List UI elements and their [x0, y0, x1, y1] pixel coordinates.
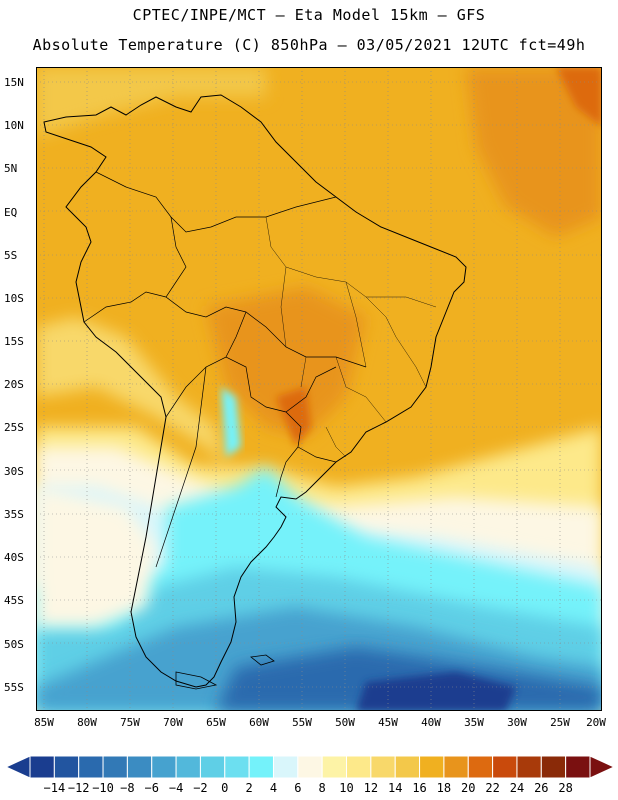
field-s-deep-blue [356, 672, 516, 711]
lat-label: 10N [4, 119, 24, 132]
colorbar-tick-label: −2 [193, 781, 208, 795]
colorbar-tick-label: 4 [269, 781, 278, 795]
lat-label: 5N [4, 162, 18, 175]
colorbar-tick-label: −14 [43, 781, 66, 795]
colorbar-tick-label: −8 [120, 781, 135, 795]
lon-label: 35W [464, 716, 484, 729]
field-ne-hot [556, 67, 602, 127]
colorbar [6, 755, 614, 779]
colorbar-tick-label: −4 [168, 781, 184, 795]
lon-label: 30W [507, 716, 527, 729]
colorbar-tick-label: 2 [245, 781, 253, 795]
lon-label: 45W [378, 716, 398, 729]
lon-label: 60W [249, 716, 269, 729]
colorbar-swatch [175, 755, 201, 779]
lon-label: 20W [586, 716, 606, 729]
field-interior-warm [206, 287, 366, 437]
lat-label: 20S [4, 378, 24, 391]
lon-label: 40W [421, 716, 441, 729]
lat-label: 45S [4, 594, 24, 607]
colorbar-swatch [297, 755, 323, 779]
colorbar-swatch [53, 755, 80, 779]
field-ne-warm [466, 67, 602, 237]
colorbar-tick-label: −12 [67, 781, 90, 795]
colorbar-tick-label: 8 [318, 781, 326, 795]
lon-label: 70W [163, 716, 183, 729]
colorbar-tick-label: 28 [558, 781, 573, 795]
colorbar-swatch [540, 755, 567, 779]
lat-label: 40S [4, 551, 24, 564]
colorbar-swatch [394, 755, 421, 779]
graticule [36, 67, 602, 711]
colorbar-swatch [102, 755, 128, 779]
colorbar-swatch [272, 755, 299, 779]
colorbar-tick-label: 6 [294, 781, 302, 795]
colorbar-tick-label: −10 [92, 781, 114, 795]
lon-label: 25W [550, 716, 570, 729]
field-andes-cold [221, 387, 241, 457]
field-andes-pale [36, 317, 226, 467]
lat-label: 5S [4, 249, 18, 262]
state-borders [265, 216, 437, 458]
temperature-map [36, 67, 602, 711]
lat-label: 10S [4, 292, 24, 305]
colorbar-swatch [78, 755, 104, 779]
lat-label: 50S [4, 638, 24, 651]
colorbar-tick-label: 16 [412, 781, 427, 795]
colorbar-tick-label: 10 [339, 781, 354, 795]
lon-label: 55W [292, 716, 312, 729]
lat-label: 25S [4, 421, 24, 434]
lat-label: 15N [4, 76, 24, 89]
colorbar-tick-label: 12 [363, 781, 379, 795]
colorbar-swatch [346, 755, 372, 779]
colorbar-tick-label: 18 [436, 781, 452, 795]
colorbar-swatch [151, 755, 177, 779]
lon-label: 50W [335, 716, 355, 729]
colorbar-swatch [565, 755, 591, 779]
colorbar-arrow-right [589, 755, 614, 779]
colorbar-swatch [516, 755, 542, 779]
colorbar-tick-label: 0 [221, 781, 229, 795]
colorbar-swatch [492, 755, 518, 779]
field-nw-pale [36, 67, 266, 137]
colorbar-arrow-left [6, 755, 31, 779]
map-frame [36, 67, 602, 711]
south-america-coastline [43, 94, 467, 688]
colorbar-tick-label: 20 [461, 781, 476, 795]
falkland-islands [250, 654, 275, 666]
lon-label: 75W [120, 716, 140, 729]
title-line-1: CPTEC/INPE/MCT – Eta Model 15km – GFS [132, 6, 486, 24]
lat-label: 15S [4, 335, 24, 348]
lat-label: 30S [4, 465, 24, 478]
country-borders [83, 171, 367, 568]
colorbar-tick-label: 24 [509, 781, 525, 795]
colorbar-tick-label: 14 [387, 781, 403, 795]
tierra-del-fuego [175, 671, 218, 690]
colorbar-tick-label: −6 [144, 781, 159, 795]
colorbar-swatch [443, 755, 469, 779]
colorbar-swatch [248, 755, 274, 779]
colorbar-swatch [29, 755, 55, 779]
lon-label: 65W [206, 716, 226, 729]
colorbar-swatch [224, 755, 250, 779]
title-line-2: Absolute Temperature (C) 850hPa – 03/05/… [32, 36, 586, 54]
lat-label: EQ [4, 206, 18, 219]
colorbar-tick-label: 26 [534, 781, 549, 795]
lat-label: 55S [4, 681, 24, 694]
colorbar-swatch [321, 755, 348, 779]
colorbar-swatch [419, 755, 445, 779]
colorbar-swatch [370, 755, 396, 779]
colorbar-tick-label: 22 [485, 781, 500, 795]
colorbar-swatch [467, 755, 494, 779]
colorbar-swatch [199, 755, 226, 779]
lat-label: 35S [4, 508, 24, 521]
map-panel [36, 67, 602, 711]
lon-label: 80W [77, 716, 97, 729]
colorbar-swatch [126, 755, 153, 779]
lon-label: 85W [34, 716, 54, 729]
